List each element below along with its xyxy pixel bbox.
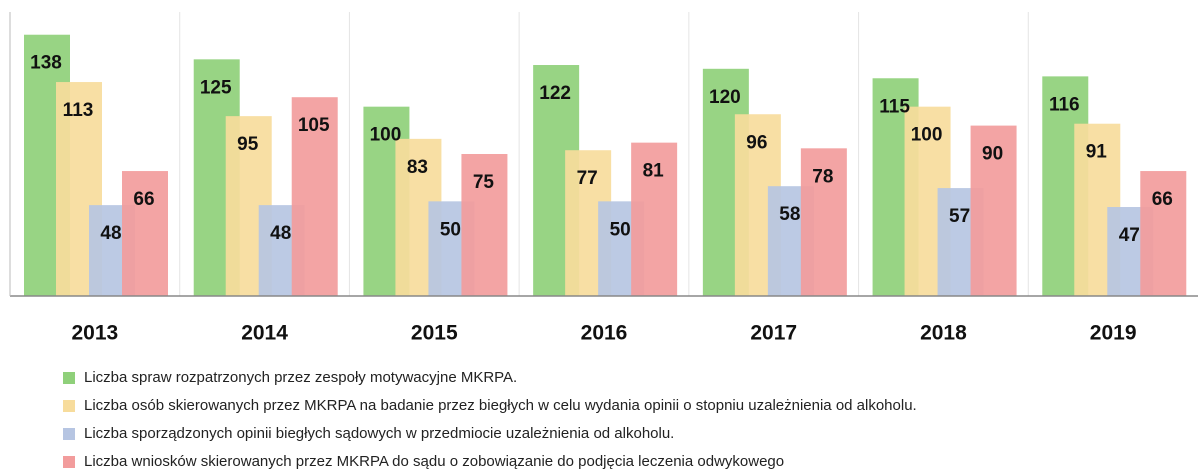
data-label: 96 (746, 132, 767, 153)
legend-label: Liczba sporządzonych opinii biegłych sąd… (84, 425, 674, 442)
legend-label: Liczba spraw rozpatrzonych przez zespoły… (84, 369, 517, 386)
bar (1140, 171, 1187, 296)
data-label: 50 (440, 219, 461, 240)
bar (631, 142, 678, 296)
x-tick-label: 2016 (581, 322, 628, 345)
data-label: 58 (779, 204, 800, 225)
x-tick-label: 2019 (1090, 322, 1137, 345)
data-label: 75 (473, 172, 495, 193)
data-label: 48 (270, 223, 291, 244)
data-label: 77 (577, 168, 598, 189)
x-tick-label: 2013 (71, 322, 118, 345)
data-label: 66 (133, 189, 154, 210)
data-label: 81 (643, 161, 665, 182)
data-label: 105 (298, 115, 330, 136)
data-label: 50 (610, 219, 631, 240)
data-label: 90 (982, 144, 1003, 165)
data-label: 100 (370, 125, 402, 146)
x-tick-label: 2018 (920, 322, 967, 345)
bar (800, 148, 847, 296)
data-label: 100 (911, 125, 943, 146)
data-label: 116 (1049, 94, 1080, 115)
x-tick-label: 2014 (241, 322, 288, 345)
bar (122, 171, 168, 296)
data-label: 113 (63, 100, 94, 121)
data-label: 91 (1086, 142, 1108, 163)
bar (291, 97, 338, 296)
bar (461, 154, 508, 296)
data-label: 78 (812, 166, 833, 187)
data-label: 122 (539, 83, 571, 104)
legend-swatch (63, 456, 75, 468)
data-label: 95 (237, 134, 259, 155)
legend-swatch (63, 428, 75, 440)
data-label: 57 (949, 206, 970, 227)
data-label: 138 (30, 53, 62, 74)
x-tick-label: 2017 (750, 322, 797, 345)
legend-swatch (63, 400, 75, 412)
legend-label: Liczba osób skierowanych przez MKRPA na … (84, 397, 917, 414)
x-tick-label: 2015 (411, 322, 458, 345)
data-label: 125 (200, 77, 232, 98)
data-label: 66 (1152, 189, 1173, 210)
bar (970, 125, 1017, 296)
data-label: 115 (879, 96, 910, 117)
data-label: 83 (407, 157, 428, 178)
data-label: 120 (709, 87, 741, 108)
data-label: 48 (100, 223, 121, 244)
legend-label: Liczba wniosków skierowanych przez MKRPA… (84, 453, 784, 470)
legend-swatch (63, 372, 75, 384)
data-label: 47 (1119, 225, 1140, 246)
